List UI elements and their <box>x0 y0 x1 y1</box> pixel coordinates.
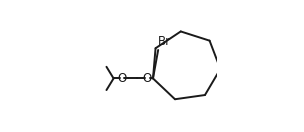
Text: O: O <box>117 72 126 85</box>
Text: O: O <box>143 72 152 85</box>
Text: Br: Br <box>157 35 171 48</box>
